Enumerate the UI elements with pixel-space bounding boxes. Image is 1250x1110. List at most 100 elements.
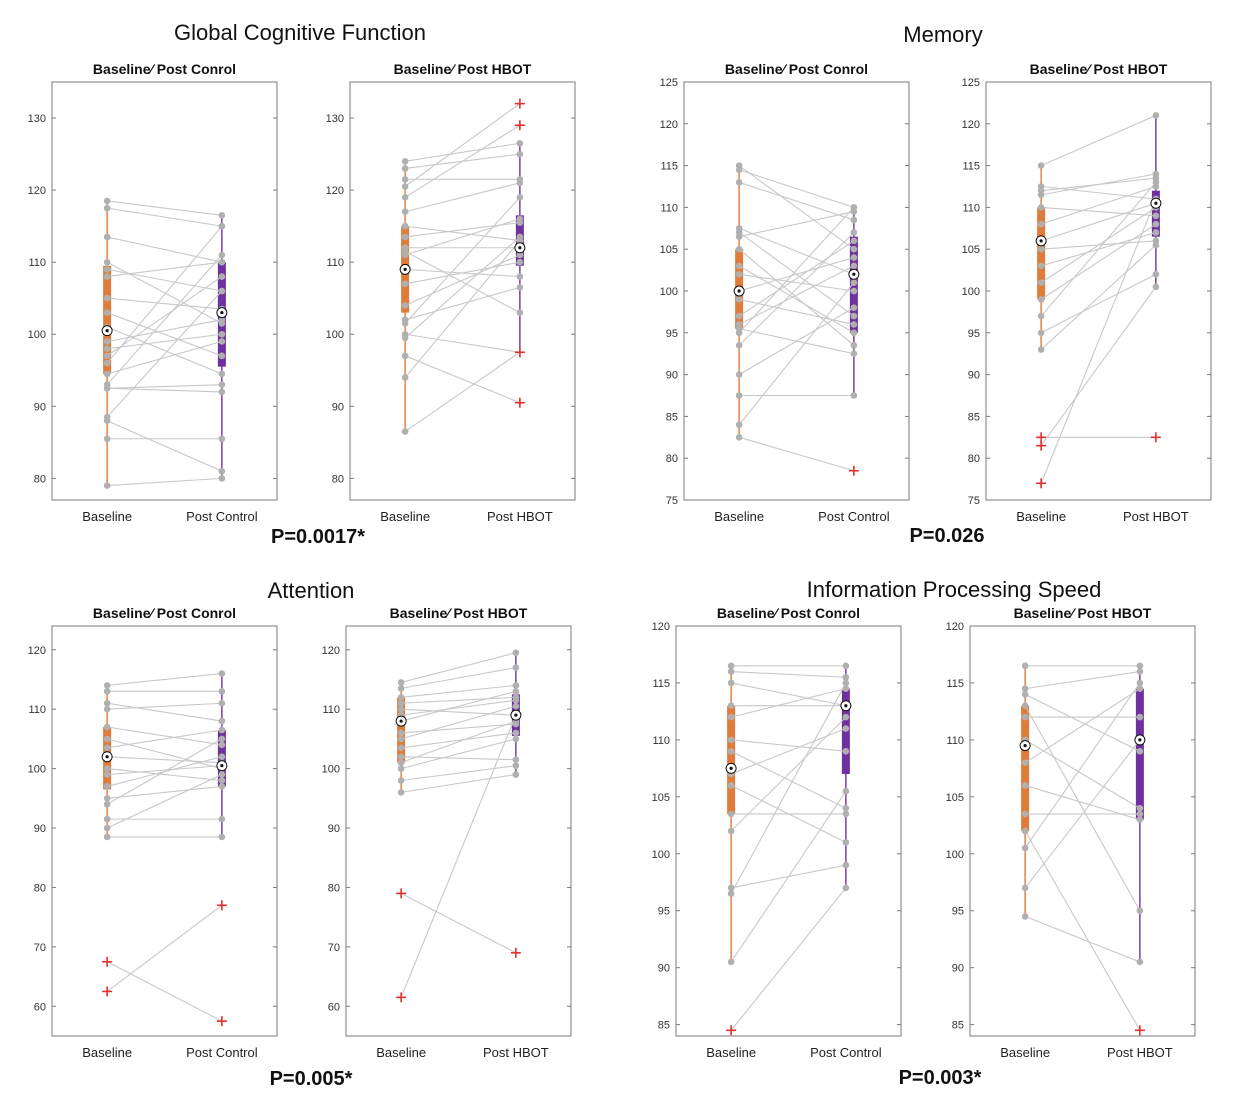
data-point-2-14-1: [850, 204, 858, 211]
ytick-label-3-8: 115: [962, 161, 980, 173]
data-point-7-0-1: [1136, 662, 1144, 670]
pair-line-5-4: [401, 708, 516, 716]
data-point-7-11-0: [1021, 884, 1029, 892]
ytick-label-2-9: 120: [660, 119, 678, 131]
data-point-0-9-0: [103, 338, 111, 345]
data-point-5-11-0: [397, 759, 405, 766]
ytick-label-2-4: 95: [666, 328, 678, 340]
ytick-label-4-5: 110: [28, 704, 46, 716]
data-point-0-4-0: [103, 266, 111, 273]
data-point-2-8-0: [735, 270, 743, 278]
data-point-1-19-1: [516, 237, 524, 244]
pair-line-1-0: [405, 142, 520, 162]
data-point-4-8-1: [218, 777, 226, 784]
data-point-4-3-1: [218, 699, 226, 707]
data-point-0-11-1: [218, 273, 226, 280]
data-point-2-17-0: [735, 392, 743, 399]
outlier-7-1-0: [1134, 1025, 1145, 1036]
data-point-1-0-0: [401, 157, 409, 165]
plot-frame-5: [345, 625, 572, 1037]
plot-frame-7: [969, 625, 1196, 1037]
median-dot-4-0: [105, 755, 109, 759]
data-point-5-1-0: [397, 685, 405, 692]
ytick-label-3-10: 125: [962, 77, 980, 89]
ytick-label-3-5: 100: [962, 286, 980, 298]
ytick-label-4-6: 120: [28, 645, 46, 657]
pair-line-0-7: [106, 312, 223, 357]
category-label-3-0: Baseline: [1016, 509, 1066, 524]
pair-line-3-9: [1040, 206, 1157, 284]
data-point-4-9-0: [103, 771, 111, 778]
subplot-title-2: Baseline∕ Post Conrol: [725, 61, 868, 77]
data-point-0-13-1: [218, 338, 226, 345]
data-point-3-3-1: [1152, 170, 1160, 178]
data-point-6-10-0: [727, 827, 735, 835]
ytick-label-7-1: 90: [952, 963, 964, 975]
category-label-2-1: Post Control: [818, 509, 890, 524]
category-label-1-0: Baseline: [380, 509, 430, 524]
pair-line-2-12: [738, 265, 855, 325]
pair-line-0-11: [106, 276, 223, 357]
pair-line-1-12: [405, 261, 520, 285]
data-point-0-7-0: [103, 309, 111, 316]
data-point-6-14-1: [842, 884, 850, 892]
ytick-label-2-7: 110: [660, 202, 678, 214]
data-point-5-2-1: [512, 682, 520, 689]
ytick-label-5-1: 70: [328, 942, 340, 954]
outlier-1-1-3: [514, 397, 525, 408]
pair-line-1-9: [404, 250, 521, 314]
data-point-0-13-0: [103, 370, 111, 378]
data-point-1-10-0: [401, 251, 409, 259]
pair-line-1-4: [404, 124, 521, 198]
category-label-7-1: Post HBOT: [1107, 1045, 1173, 1060]
data-point-2-10-1: [850, 321, 858, 328]
data-point-5-9-0: [397, 744, 405, 752]
outlier-3-0-1: [1036, 440, 1047, 451]
median-dot-4-1: [220, 764, 224, 768]
data-point-7-8-1: [1136, 810, 1144, 818]
ytick-label-0-5: 130: [28, 113, 46, 125]
data-point-2-15-1: [850, 229, 858, 236]
ytick-label-3-9: 120: [962, 119, 980, 131]
ytick-label-4-0: 60: [34, 1001, 46, 1013]
subplot-title-6: Baseline∕ Post Conrol: [717, 605, 860, 621]
data-point-4-15-0: [103, 833, 111, 841]
pair-line-5-6: [400, 690, 517, 722]
data-point-3-13-1: [1152, 241, 1160, 249]
ytick-label-1-2: 100: [326, 329, 344, 341]
pair-line-4-6: [107, 729, 222, 749]
data-point-5-0-1: [512, 649, 520, 657]
data-point-6-10-1: [842, 713, 850, 721]
median-dot-6-0: [729, 766, 733, 770]
data-point-1-9-1: [516, 309, 524, 316]
data-point-0-2-0: [103, 233, 111, 241]
data-point-1-7-0: [401, 233, 409, 241]
data-point-6-6-0: [727, 747, 735, 755]
ytick-label-2-5: 100: [660, 286, 678, 298]
pair-line-2-11: [738, 240, 855, 317]
ytick-label-7-4: 105: [946, 792, 964, 804]
data-point-0-14-1: [218, 251, 226, 259]
data-point-4-8-0: [103, 765, 111, 772]
outlier-5-0-1: [396, 992, 407, 1003]
pair-line-7-12: [1024, 915, 1141, 963]
pair-line-0-8: [106, 326, 223, 375]
data-point-4-0-0: [103, 682, 111, 689]
data-point-4-4-0: [103, 723, 111, 731]
data-point-4-14-1: [218, 771, 226, 778]
data-point-2-18-0: [735, 421, 743, 429]
pair-line-4-2: [107, 702, 222, 722]
data-point-6-11-1: [842, 861, 850, 869]
ytick-label-2-2: 85: [666, 411, 678, 423]
panel-1: Baseline∕ Post HBOT 80 90 100 110 120 130 Basel…: [326, 61, 576, 524]
data-point-4-6-1: [218, 726, 226, 734]
pair-line-0-5: [107, 261, 222, 278]
data-point-7-4-0: [1021, 713, 1029, 721]
ytick-label-5-3: 90: [328, 823, 340, 835]
data-point-2-16-1: [850, 304, 858, 312]
data-point-7-3-0: [1021, 702, 1029, 710]
data-point-2-6-0: [735, 245, 743, 253]
ytick-label-1-3: 110: [326, 257, 344, 269]
pair-line-0-17: [106, 290, 223, 418]
pair-line-4-16: [106, 961, 223, 1022]
